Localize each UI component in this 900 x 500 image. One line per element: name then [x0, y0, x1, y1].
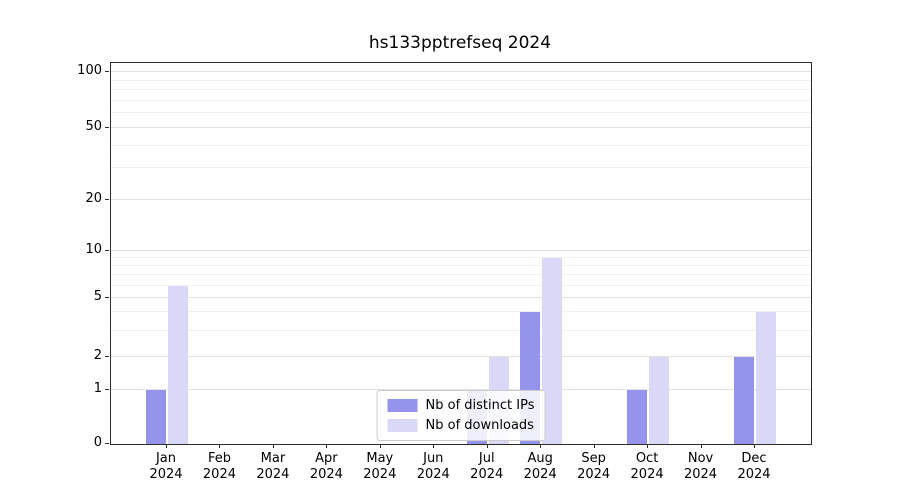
major-gridline [111, 71, 811, 72]
x-tick-label: Mar 2024 [256, 451, 290, 482]
legend-label-distinct-ips: Nb of distinct IPs [425, 398, 535, 413]
x-tick-label: Apr 2024 [309, 451, 343, 482]
x-tick-label: Oct 2024 [630, 451, 664, 482]
bar-downloads [168, 286, 188, 444]
x-tick-label: Jun 2024 [416, 451, 450, 482]
y-tick-mark [105, 71, 109, 72]
x-tick-label: Nov 2024 [683, 451, 718, 482]
x-tick-mark [486, 444, 488, 448]
x-tick-mark [540, 444, 542, 448]
minor-gridline [111, 144, 811, 146]
minor-gridline [111, 284, 811, 286]
plot-area: Nb of distinct IPs Nb of downloads [110, 62, 812, 445]
x-tick-mark [754, 444, 755, 448]
y-tick-mark [105, 199, 109, 200]
major-gridline [111, 250, 811, 251]
x-tick-mark [433, 444, 435, 448]
x-tick-mark [647, 444, 649, 448]
legend: Nb of distinct IPs Nb of downloads [376, 390, 546, 441]
y-tick-label: 0 [93, 435, 102, 450]
x-tick-label: Feb 2024 [202, 451, 236, 482]
bar-distinct-ips [627, 390, 648, 444]
bar-downloads [649, 357, 670, 444]
legend-item-downloads: Nb of downloads [387, 418, 535, 433]
bar-downloads [542, 258, 563, 444]
x-tick-label: May 2024 [363, 451, 397, 482]
y-tick-label: 10 [85, 242, 102, 257]
minor-gridline [111, 257, 811, 259]
major-gridline [111, 199, 811, 200]
x-tick-mark [219, 444, 221, 448]
x-tick-mark [700, 444, 702, 448]
y-tick-mark [105, 297, 109, 298]
minor-gridline [111, 311, 811, 313]
x-tick-mark [593, 444, 595, 448]
minor-gridline [111, 112, 811, 114]
x-tick-label: Jul 2024 [470, 451, 504, 482]
bar-distinct-ips [146, 390, 166, 444]
x-tick-mark [379, 444, 381, 448]
minor-gridline [111, 274, 811, 276]
minor-gridline [111, 329, 811, 331]
minor-gridline [111, 89, 811, 91]
x-tick-label: Dec 2024 [737, 451, 771, 482]
y-tick-label: 1 [93, 381, 102, 396]
y-tick-label: 2 [93, 348, 102, 363]
legend-swatch-distinct-ips [387, 399, 418, 412]
x-tick-mark [272, 444, 274, 448]
bar-distinct-ips [734, 357, 754, 444]
legend-swatch-downloads [387, 419, 418, 432]
minor-gridline [111, 265, 811, 267]
y-tick-mark [105, 389, 109, 390]
major-gridline [111, 297, 811, 298]
y-tick-mark [105, 250, 109, 251]
x-tick-label: Jan 2024 [149, 451, 183, 482]
chart-title: hs133pptrefseq 2024 [368, 33, 552, 53]
legend-label-downloads: Nb of downloads [425, 418, 534, 433]
minor-gridline [111, 99, 811, 101]
x-tick-label: Aug 2024 [523, 451, 557, 482]
major-gridline [111, 356, 811, 357]
y-tick-label: 5 [93, 289, 102, 304]
y-tick-label: 50 [85, 119, 102, 134]
x-tick-label: Sep 2024 [577, 451, 611, 482]
legend-item-distinct-ips: Nb of distinct IPs [387, 398, 535, 413]
y-tick-mark [105, 443, 109, 444]
minor-gridline [111, 167, 811, 169]
bar-downloads [756, 312, 776, 444]
y-tick-label: 20 [85, 191, 102, 206]
x-tick-mark [326, 444, 328, 448]
minor-gridline [111, 79, 811, 81]
major-gridline [111, 127, 811, 128]
x-tick-mark [166, 444, 167, 448]
y-tick-mark [105, 356, 109, 357]
y-tick-label: 100 [77, 63, 102, 78]
y-tick-mark [105, 127, 109, 128]
